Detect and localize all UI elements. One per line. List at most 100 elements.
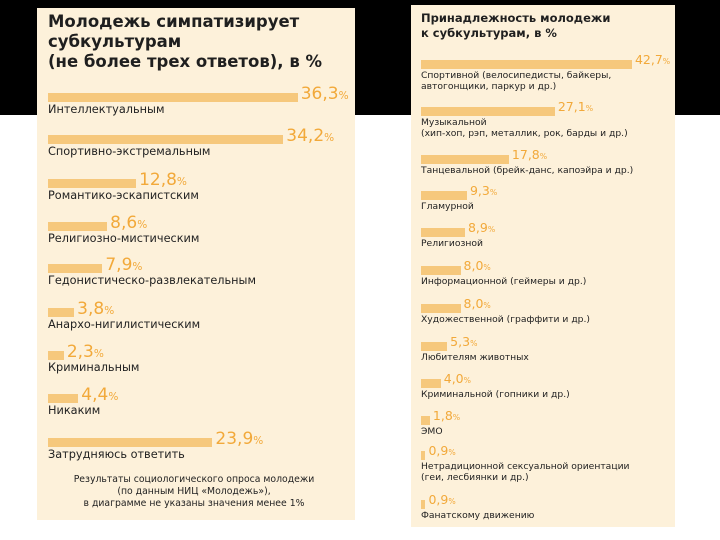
bar [48,308,75,317]
data-label-value: 2,3 [66,342,94,362]
chart-title: Молодежь симпатизирует субкультурам (не … [48,12,323,71]
category-label: Гламурной [421,201,474,212]
data-label-value: 8,0 [463,258,484,273]
data-label: 0,9% [428,492,456,507]
category-label: Затрудняюсь ответить [48,448,185,461]
data-label-unit: % [539,152,548,161]
bar [421,191,467,200]
data-label-value: 8,0 [463,296,484,311]
bar [421,500,426,509]
category-label: Криминальной (гопники и др.) [421,389,570,400]
category-label: Интеллектуальным [48,103,165,116]
data-label-unit: % [448,448,456,457]
data-label: 2,3% [67,344,104,361]
data-label: 27,1% [557,99,594,114]
data-label-unit: % [585,104,594,113]
data-label-value: 0,9 [428,492,449,507]
category-label: Анархо-нигилистическим [48,318,201,331]
bar [421,60,632,69]
data-label-value: 42,7 [634,52,663,67]
data-label-unit: % [108,391,119,403]
data-label-value: 36,3 [300,84,339,104]
bar [421,228,465,237]
data-label-value: 0,9 [428,443,449,458]
bar [421,266,461,275]
bar [48,438,213,447]
data-label-value: 8,9 [467,220,488,235]
category-label: Музыкальной (хип-хоп, рэп, металлик, рок… [421,117,628,139]
data-label-unit: % [448,497,456,506]
data-label: 34,2% [286,128,334,145]
data-label: 23,9% [215,431,263,448]
youth-sympathy-chart: Молодежь симпатизирует субкультурам (не … [37,8,355,520]
data-label: 8,9% [467,220,495,235]
data-label-value: 8,6 [110,213,138,233]
category-label: Спортивной (велосипедисты, байкеры, авто… [421,70,612,92]
data-label: 8,6% [110,215,147,232]
category-label: Танцевальной (брейк-данс, капоэйра и др.… [421,165,634,176]
data-label: 12,8% [139,172,187,189]
bar [421,155,509,164]
chart-footnote: Результаты социологического опроса молод… [73,474,315,509]
bar [48,135,284,144]
data-label: 9,3% [469,183,498,198]
data-label: 17,8% [511,147,548,162]
data-label-unit: % [338,90,349,102]
bar [48,351,64,360]
data-label-value: 1,8 [432,408,453,423]
data-label-unit: % [137,219,148,231]
category-label: Религиозно-мистическим [48,232,200,245]
data-label-unit: % [489,188,498,197]
category-label: Религиозной [421,238,483,249]
data-label-value: 27,1 [557,99,586,114]
data-label-unit: % [470,339,478,348]
bar [421,107,555,116]
bar [421,379,441,388]
data-label-unit: % [176,176,187,188]
category-label: Романтико-эскапистским [48,189,199,202]
data-label-value: 17,8 [511,147,540,162]
data-label: 42,7% [634,52,671,67]
youth-membership-chart: Принадлежность молодежи к субкультурам, … [411,5,675,527]
data-label: 7,9% [105,257,142,274]
bar [48,179,137,188]
chart-title: Принадлежность молодежи к субкультурам, … [421,11,611,40]
data-label-value: 4,4 [81,385,109,405]
bar [48,222,108,231]
category-label: Криминальным [48,361,140,374]
category-label: Нетрадиционной сексуальной ориентации (г… [421,461,630,483]
data-label: 4,4% [81,387,118,404]
category-label: ЭМО [421,426,443,437]
data-label-value: 4,0 [443,371,464,386]
bar [421,451,426,460]
data-label: 0,9% [428,443,456,458]
data-label: 3,8% [77,301,114,318]
data-label-unit: % [324,132,335,144]
data-label-unit: % [93,348,104,360]
data-label-value: 23,9 [215,429,254,449]
data-label-value: 12,8 [139,170,177,190]
bar [48,394,79,403]
category-label: Гедонистическо-развлекательным [48,274,256,287]
data-label-unit: % [463,376,472,385]
data-label-value: 9,3 [469,183,490,198]
data-label-unit: % [452,413,461,422]
data-label-value: 34,2 [286,126,325,146]
data-label: 4,0% [443,371,472,386]
bar [48,93,298,102]
data-label: 8,0% [463,258,491,273]
data-label-unit: % [104,305,115,317]
data-label-value: 7,9 [105,255,133,275]
category-label: Никаким [48,404,101,417]
category-label: Художественной (граффити и др.) [421,314,591,325]
data-label-unit: % [662,57,671,66]
bar [421,304,461,313]
data-label: 36,3% [301,86,349,103]
data-label: 8,0% [463,296,491,311]
data-label: 5,3% [450,334,478,349]
data-label-unit: % [483,301,491,310]
bar [48,264,103,273]
data-label: 1,8% [432,408,461,423]
bar [421,416,430,425]
data-label-value: 5,3 [450,334,471,349]
